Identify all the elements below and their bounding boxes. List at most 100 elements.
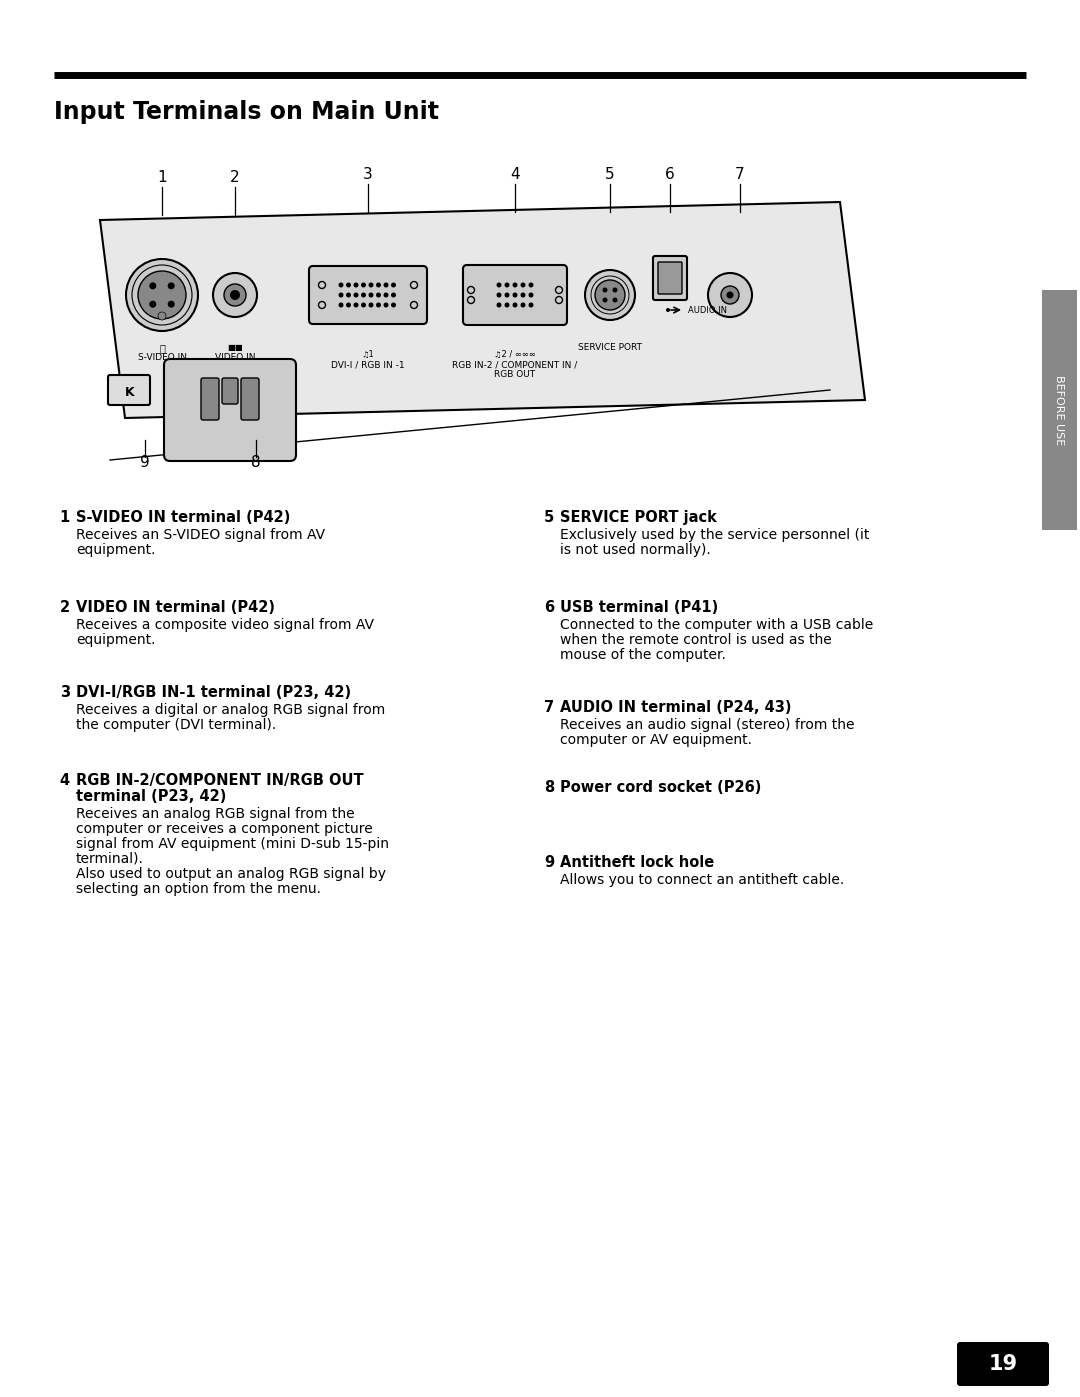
Circle shape xyxy=(376,282,381,288)
FancyBboxPatch shape xyxy=(1042,291,1077,529)
Text: 2: 2 xyxy=(230,170,240,184)
Circle shape xyxy=(391,282,396,288)
Circle shape xyxy=(376,292,381,298)
Circle shape xyxy=(213,272,257,317)
Text: DVI-I / RGB IN -1: DVI-I / RGB IN -1 xyxy=(332,360,405,369)
Circle shape xyxy=(391,303,396,307)
Circle shape xyxy=(346,292,351,298)
Circle shape xyxy=(528,282,534,288)
Text: 9: 9 xyxy=(140,455,150,469)
Circle shape xyxy=(528,292,534,298)
Circle shape xyxy=(410,282,418,289)
Text: RGB IN-2/COMPONENT IN/RGB OUT: RGB IN-2/COMPONENT IN/RGB OUT xyxy=(76,773,364,788)
Circle shape xyxy=(603,298,607,303)
Text: when the remote control is used as the: when the remote control is used as the xyxy=(561,633,832,647)
Text: S-VIDEO IN: S-VIDEO IN xyxy=(137,353,187,362)
Circle shape xyxy=(595,279,625,310)
Circle shape xyxy=(555,296,563,303)
Circle shape xyxy=(497,292,501,298)
Circle shape xyxy=(338,292,343,298)
Text: 6: 6 xyxy=(544,599,554,615)
Circle shape xyxy=(376,303,381,307)
Circle shape xyxy=(468,296,474,303)
Text: 6: 6 xyxy=(665,168,675,182)
Circle shape xyxy=(521,282,526,288)
Text: S-VIDEO IN terminal (P42): S-VIDEO IN terminal (P42) xyxy=(76,510,291,525)
Circle shape xyxy=(504,303,510,307)
FancyBboxPatch shape xyxy=(658,263,681,293)
Text: 19: 19 xyxy=(988,1354,1017,1375)
Circle shape xyxy=(513,292,517,298)
Circle shape xyxy=(319,302,325,309)
Text: 2: 2 xyxy=(59,599,70,615)
Text: 4: 4 xyxy=(510,168,519,182)
Text: SERVICE PORT jack: SERVICE PORT jack xyxy=(561,510,717,525)
Circle shape xyxy=(346,303,351,307)
Text: Receives an audio signal (stereo) from the: Receives an audio signal (stereo) from t… xyxy=(561,718,854,732)
Text: 3: 3 xyxy=(363,168,373,182)
Text: SERVICE PORT: SERVICE PORT xyxy=(578,344,642,352)
Text: the computer (DVI terminal).: the computer (DVI terminal). xyxy=(76,718,276,732)
Circle shape xyxy=(410,302,418,309)
Text: DVI-I/RGB IN-1 terminal (P23, 42): DVI-I/RGB IN-1 terminal (P23, 42) xyxy=(76,685,351,700)
Circle shape xyxy=(361,303,366,307)
Text: Antitheft lock hole: Antitheft lock hole xyxy=(561,855,714,870)
Circle shape xyxy=(468,286,474,293)
FancyBboxPatch shape xyxy=(241,379,259,420)
Circle shape xyxy=(138,271,186,319)
Text: 7: 7 xyxy=(735,168,745,182)
Circle shape xyxy=(353,303,359,307)
Circle shape xyxy=(504,282,510,288)
Circle shape xyxy=(167,282,175,289)
Text: selecting an option from the menu.: selecting an option from the menu. xyxy=(76,882,321,895)
Text: Connected to the computer with a USB cable: Connected to the computer with a USB cab… xyxy=(561,617,874,631)
Circle shape xyxy=(368,282,374,288)
Circle shape xyxy=(361,292,366,298)
Circle shape xyxy=(319,282,325,289)
Circle shape xyxy=(224,284,246,306)
Text: Input Terminals on Main Unit: Input Terminals on Main Unit xyxy=(54,101,438,124)
Circle shape xyxy=(497,282,501,288)
Circle shape xyxy=(727,292,733,299)
Text: AUDIO IN: AUDIO IN xyxy=(688,306,727,314)
Circle shape xyxy=(353,282,359,288)
FancyBboxPatch shape xyxy=(222,379,238,404)
Text: terminal).: terminal). xyxy=(76,852,144,866)
Circle shape xyxy=(708,272,752,317)
Text: 5: 5 xyxy=(543,510,554,525)
FancyBboxPatch shape xyxy=(108,374,150,405)
Circle shape xyxy=(383,292,389,298)
Text: RGB IN-2 / COMPONENT IN /: RGB IN-2 / COMPONENT IN / xyxy=(453,360,578,369)
Circle shape xyxy=(338,282,343,288)
Text: AUDIO IN terminal (P24, 43): AUDIO IN terminal (P24, 43) xyxy=(561,700,792,715)
FancyBboxPatch shape xyxy=(957,1343,1049,1386)
Text: USB terminal (P41): USB terminal (P41) xyxy=(561,599,718,615)
Text: computer or AV equipment.: computer or AV equipment. xyxy=(561,733,752,747)
Circle shape xyxy=(521,303,526,307)
Text: 8: 8 xyxy=(543,780,554,795)
Text: RGB OUT: RGB OUT xyxy=(495,370,536,379)
Circle shape xyxy=(666,307,670,312)
Text: K: K xyxy=(125,386,135,398)
Circle shape xyxy=(504,292,510,298)
Circle shape xyxy=(612,298,618,303)
Text: terminal (P23, 42): terminal (P23, 42) xyxy=(76,789,227,805)
Circle shape xyxy=(383,303,389,307)
Text: 1: 1 xyxy=(59,510,70,525)
Circle shape xyxy=(528,303,534,307)
Circle shape xyxy=(338,303,343,307)
Circle shape xyxy=(368,292,374,298)
Text: Ⓢ: Ⓢ xyxy=(159,344,165,353)
Text: 9: 9 xyxy=(544,855,554,870)
Text: BEFORE USE: BEFORE USE xyxy=(1054,374,1065,446)
Text: Receives a composite video signal from AV: Receives a composite video signal from A… xyxy=(76,617,374,631)
Circle shape xyxy=(230,291,240,300)
Text: 5: 5 xyxy=(605,168,615,182)
Text: equipment.: equipment. xyxy=(76,543,156,557)
Text: signal from AV equipment (mini D-sub 15-pin: signal from AV equipment (mini D-sub 15-… xyxy=(76,837,389,851)
Text: VIDEO IN terminal (P42): VIDEO IN terminal (P42) xyxy=(76,599,275,615)
Text: ■■: ■■ xyxy=(227,344,243,352)
Text: 4: 4 xyxy=(59,773,70,788)
Circle shape xyxy=(585,270,635,320)
Text: Receives an S-VIDEO signal from AV: Receives an S-VIDEO signal from AV xyxy=(76,528,325,542)
